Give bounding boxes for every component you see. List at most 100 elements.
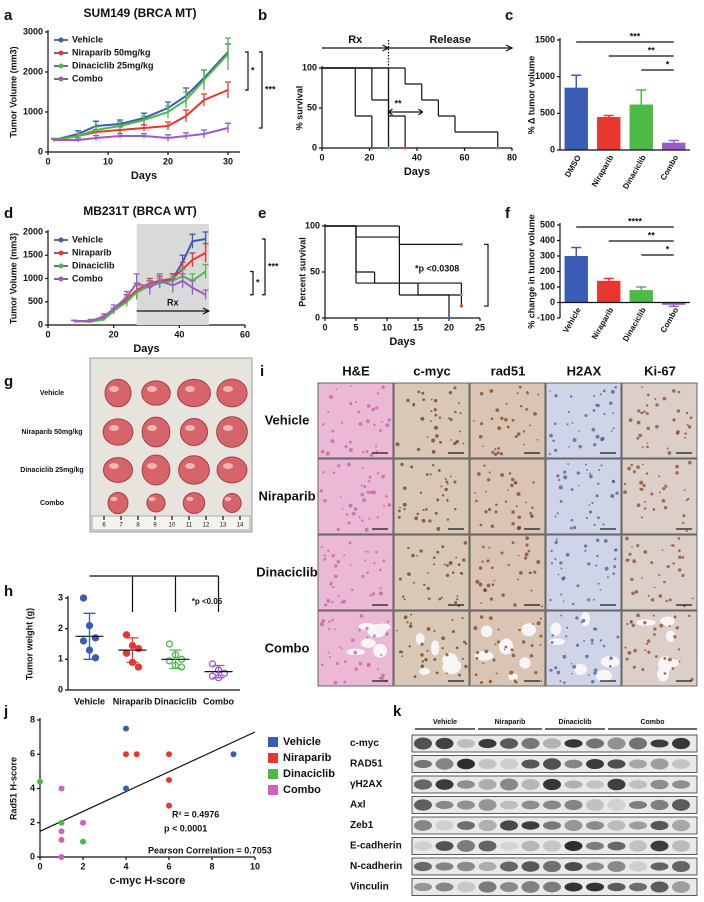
cell-nucleus [645,472,649,475]
cell-nucleus [688,460,692,465]
cell-nucleus [433,658,437,661]
y-tick-label: 50 [310,266,320,276]
cell-nucleus [494,643,497,646]
cell-nucleus [515,505,518,508]
row-label: Combo [40,500,64,507]
blot-band [650,862,669,871]
significance-label: *p <0.05 [192,597,223,606]
ruler [91,515,251,531]
cell-nucleus [631,545,633,548]
regression-line [39,731,256,832]
column-header: H2AX [567,363,602,378]
sd-bar [169,649,182,670]
cell-nucleus [604,566,609,571]
tissue-void [508,673,518,681]
phase-label: Rx [348,34,363,46]
cell-nucleus [416,554,418,557]
row-label: Zeb1 [350,820,374,831]
legend-marker [58,263,64,269]
cell-nucleus [455,440,459,444]
cell-nucleus [340,421,344,424]
cell-nucleus [645,412,649,416]
cell-nucleus [377,668,380,671]
bar [564,256,588,303]
blot-band [607,737,626,750]
cell-nucleus [446,518,450,521]
cell-nucleus [624,646,627,649]
y-axis-label: Tumor weight (g) [24,608,34,680]
cell-nucleus [609,656,613,660]
cell-nucleus [687,497,690,501]
cell-nucleus [532,623,535,625]
cell-nucleus [646,639,651,643]
cell-nucleus [533,570,537,574]
row-label: Axl [350,800,366,811]
tumor [216,378,248,408]
cell-nucleus [642,483,646,488]
tumor [107,491,129,515]
cell-nucleus [371,592,376,596]
tumor-highlight [147,425,157,431]
cell-nucleus [685,499,688,502]
cell-nucleus [497,628,500,631]
cell-nucleus [413,581,416,584]
cell-nucleus [445,672,448,675]
cell-nucleus [630,463,634,467]
y-tick-label: 4 [30,783,35,793]
blot-band [586,758,604,770]
cell-nucleus [658,475,661,478]
cell-nucleus [376,392,380,395]
cell-nucleus [432,463,435,467]
y-axis-label: % survival [294,86,304,131]
survival-end [447,316,451,320]
tumor-highlight [109,463,119,469]
cell-nucleus [332,585,335,589]
error-bar [189,233,196,249]
blot-band [500,778,518,791]
cell-nucleus [553,422,557,426]
cell-nucleus [632,665,636,669]
cell-nucleus [530,643,534,648]
tumor-highlight [223,463,233,469]
cell-nucleus [409,622,413,625]
cell-nucleus [578,444,582,449]
tissue-void [660,616,675,626]
cell-nucleus [519,404,523,408]
cell-nucleus [441,494,445,497]
cell-nucleus [343,680,347,684]
x-tick-label: Vehicle [74,696,105,706]
tissue-tile [621,382,698,459]
cell-nucleus [430,398,433,401]
blot-band [629,840,647,852]
cell-nucleus [441,545,445,549]
cell-nucleus [331,429,335,433]
cell-nucleus [407,546,410,550]
cell-nucleus [549,668,553,672]
cell-nucleus [426,627,431,631]
cell-nucleus [570,488,574,491]
cell-nucleus [491,450,495,454]
cell-nucleus [349,564,352,566]
error-bar [603,114,614,117]
row-label: c-myc [350,738,379,749]
tissue-void [580,611,590,627]
cell-nucleus [351,638,355,642]
cell-nucleus [433,408,437,412]
blot-band [435,800,454,810]
cell-nucleus [677,390,681,394]
x-tick-label: 15 [413,322,423,332]
cell-nucleus [438,597,442,601]
cell-nucleus [554,515,557,518]
error-bar [51,138,57,141]
blot-band [414,759,432,769]
cell-nucleus [610,389,615,394]
y-axis-label: Rad51 H-score [8,757,18,820]
cell-nucleus [688,614,691,618]
cell-nucleus [687,425,692,429]
tissue-tile [469,382,546,459]
blot-band [435,882,454,892]
data-point [166,751,172,758]
tissue-void [480,625,493,638]
cell-nucleus [682,514,686,518]
legend-label: Niraparib [72,247,112,257]
